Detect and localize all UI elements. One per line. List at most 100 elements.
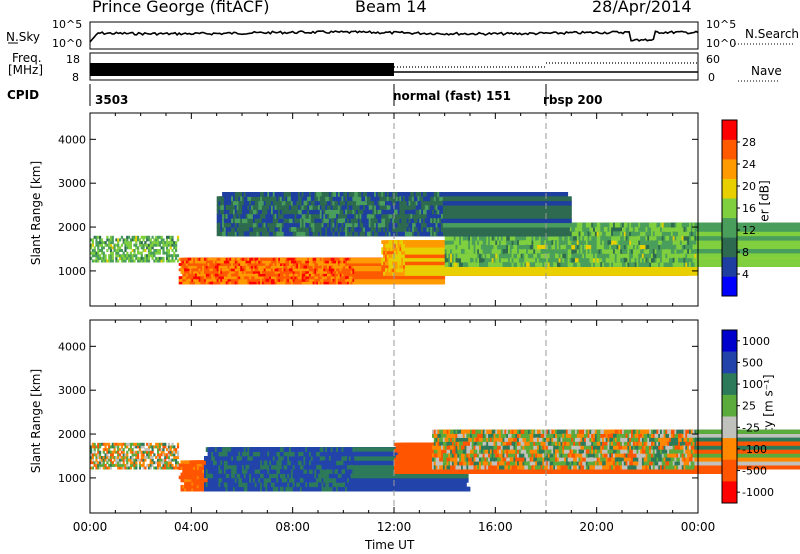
power-cell [117,243,120,247]
velocity-cell [126,442,129,446]
power-cell [171,254,174,258]
velocity-cell [149,445,152,449]
velocity-cell [162,448,165,452]
power-cell [99,238,102,242]
power-cell [113,249,116,252]
power-cell [157,235,160,239]
power-cell [124,254,127,258]
velocity-cell [99,445,102,449]
power-cell [97,256,100,260]
velocity-cell [128,458,131,462]
velocity-cell [97,461,100,465]
power-cell [155,243,158,247]
velocity-cell [126,461,129,465]
power-cell [138,243,142,247]
power-cell [126,254,129,258]
power-cell [100,238,104,242]
velocity-cell [176,466,180,470]
velocity-cell [93,463,96,467]
velocity-cell [138,445,142,449]
velocity-cell [124,445,127,449]
power-cell [131,254,134,258]
velocity-cell [117,442,120,446]
power-cell [140,235,143,239]
power-cell [95,256,98,260]
velocity-cell [160,450,163,454]
power-cell [140,251,143,255]
power-cell [158,241,161,245]
power-cell [151,241,154,245]
power-cell [93,259,96,263]
velocity-cell [111,450,114,454]
velocity-cell [120,442,123,446]
velocity-cell [99,456,102,459]
velocity-cell [162,463,165,467]
velocity-cell [175,463,178,467]
power-cell [692,244,800,250]
velocity-cell [142,463,145,467]
velocity-cell [171,445,174,449]
power-cell [124,246,127,250]
velocity-cell [166,461,169,465]
power-cell [162,243,165,247]
power-cell [111,259,114,263]
velocity-cell [104,442,107,446]
velocity-cell [138,448,142,452]
velocity-cell [135,442,138,446]
velocity-cell [133,463,136,467]
power-cell [155,256,158,260]
velocity-heatmap-cells [90,429,800,492]
power-cell [149,243,152,247]
power-cell [115,259,118,263]
power-cell [176,259,180,263]
power-cell [120,249,123,252]
velocity-cell [102,450,105,454]
velocity-cell [109,466,113,470]
velocity-cell [99,466,102,470]
power-cell [135,238,138,242]
velocity-cell [138,450,142,454]
power-cell [167,241,170,245]
power-cell [97,254,100,258]
power-cell [155,249,158,252]
velocity-cell [126,463,129,467]
power-cell [166,235,169,239]
velocity-cell [129,456,132,459]
power-cell [166,238,169,242]
velocity-cell [142,450,145,454]
velocity-cell [146,456,149,459]
power-cell [137,259,140,263]
power-cell [167,259,170,263]
velocity-cell [91,456,94,459]
power-cell [100,251,104,255]
velocity-cell [97,448,100,452]
power-cell [109,254,113,258]
velocity-cell [122,448,125,452]
velocity-cell [91,453,94,457]
velocity-cell [162,442,165,446]
velocity-cell [128,442,131,446]
power-cell [108,238,111,242]
velocity-cell [167,453,170,457]
velocity-cell [119,453,122,457]
velocity-cell [124,463,127,467]
power-cell [115,256,118,260]
power-cell [140,246,143,250]
velocity-cell [149,450,152,454]
power-cell [99,254,102,258]
velocity-cell [122,453,125,457]
velocity-cell [144,450,147,454]
velocity-cell [97,453,100,457]
velocity-cell [122,463,125,467]
power-cell [166,256,169,260]
velocity-cell [147,453,151,457]
power-cell [135,241,138,245]
power-cell [176,235,180,239]
power-cell [153,259,156,263]
velocity-cell [135,453,138,457]
power-cell [160,259,163,263]
velocity-cell [147,442,151,446]
velocity-cell [158,442,161,446]
power-cell [157,241,160,245]
velocity-cell [149,466,152,470]
